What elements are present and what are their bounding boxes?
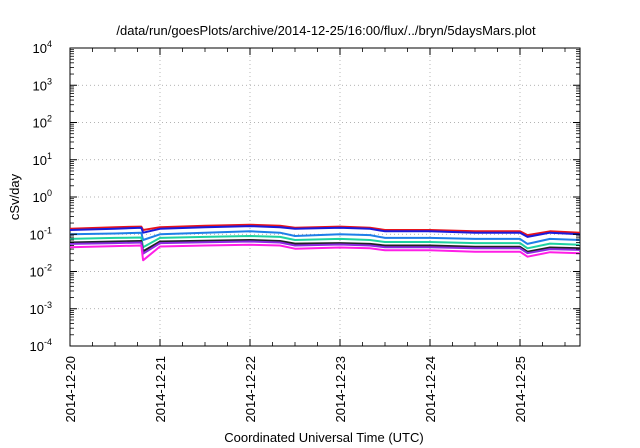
y-tick-base: 10 xyxy=(30,265,44,280)
y-tick-exponent: -1 xyxy=(44,225,52,235)
y-tick-label: 104 xyxy=(33,39,52,56)
series-line-7 xyxy=(69,243,581,262)
y-tick-base: 10 xyxy=(30,302,44,317)
y-tick-label: 10-1 xyxy=(30,225,52,242)
y-tick-label: 101 xyxy=(33,151,52,168)
chart-title: /data/run/goesPlots/archive/2014-12-25/1… xyxy=(116,23,536,38)
series-line-2 xyxy=(69,225,581,238)
y-tick-label: 10-4 xyxy=(30,337,52,354)
y-tick-base: 10 xyxy=(30,339,44,354)
y-tick-base: 10 xyxy=(30,227,44,242)
y-tick-exponent: 1 xyxy=(47,151,52,161)
series-line-3 xyxy=(69,230,581,245)
x-tick-label: 2014-12-24 xyxy=(423,356,438,423)
y-tick-base: 10 xyxy=(33,153,47,168)
y-tick-label: 102 xyxy=(33,114,52,131)
x-tick-label: 2014-12-25 xyxy=(513,356,528,423)
y-tick-exponent: -4 xyxy=(44,337,52,347)
series-layer xyxy=(69,223,581,262)
y-tick-exponent: -3 xyxy=(44,300,52,310)
y-tick-base: 10 xyxy=(33,41,47,56)
x-tick-labels: 2014-12-20 2014-12-21 2014-12-22 2014-12-23… xyxy=(63,356,528,423)
ticks xyxy=(69,47,580,347)
y-tick-label: 100 xyxy=(33,188,52,205)
x-tick-label: 2014-12-23 xyxy=(333,356,348,423)
y-tick-base: 10 xyxy=(33,116,47,131)
y-tick-exponent: 4 xyxy=(47,39,52,49)
y-tick-label: 103 xyxy=(33,76,52,93)
y-tick-exponent: 0 xyxy=(47,188,52,198)
y-tick-exponent: 3 xyxy=(47,76,52,86)
y-axis-label: cSv/day xyxy=(7,173,22,220)
x-tick-label: 2014-12-20 xyxy=(63,356,78,423)
y-tick-base: 10 xyxy=(33,78,47,93)
x-tick-label: 2014-12-22 xyxy=(243,356,258,423)
y-tick-exponent: -2 xyxy=(44,263,52,273)
x-axis-label: Coordinated Universal Time (UTC) xyxy=(224,430,423,445)
y-tick-label: 10-3 xyxy=(30,300,52,317)
y-tick-exponent: 2 xyxy=(47,114,52,124)
y-tick-label: 10-2 xyxy=(30,263,52,280)
y-tick-base: 10 xyxy=(33,190,47,205)
grid xyxy=(69,47,580,347)
x-tick-label: 2014-12-21 xyxy=(153,356,168,423)
